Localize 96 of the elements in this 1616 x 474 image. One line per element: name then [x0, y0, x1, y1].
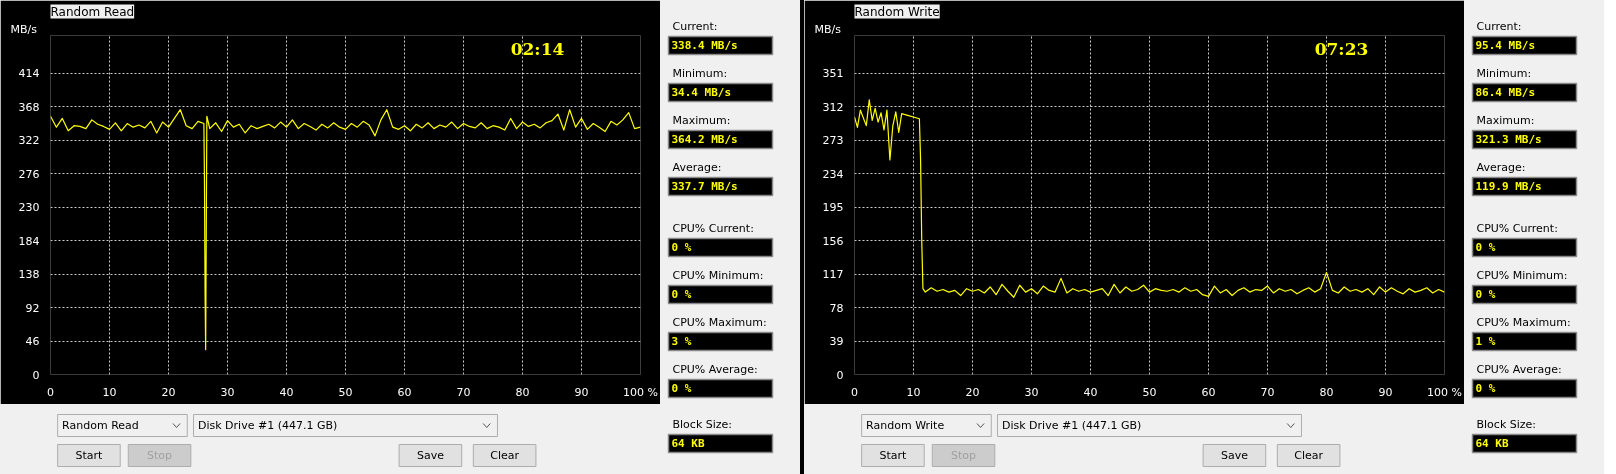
- x-tick-label: 80: [515, 385, 530, 399]
- text: 95.4 MB/s: [1475, 39, 1536, 52]
- text: Minimum:: [672, 67, 728, 80]
- y-axis-title: MB/s: [814, 22, 842, 36]
- x-tick-label: 90: [574, 385, 589, 399]
- y-tick-label: 322: [18, 134, 40, 148]
- text: 34.4 MB/s: [671, 86, 732, 99]
- text: Block Size:: [672, 418, 733, 431]
- text: Clear: [490, 449, 520, 462]
- text: CPU% Average:: [1476, 363, 1562, 376]
- text: Random Read: [62, 419, 139, 432]
- text: CPU% Maximum:: [1476, 316, 1571, 329]
- text: 0 %: [671, 382, 692, 395]
- y-tick-label: 78: [829, 301, 844, 315]
- text: Current:: [672, 20, 718, 33]
- x-tick-label: 10: [906, 385, 921, 399]
- text: 64 KB: [671, 437, 705, 450]
- text: CPU% Maximum:: [672, 316, 767, 329]
- text: 64 KB: [1475, 437, 1509, 450]
- text: Minimum:: [1476, 67, 1532, 80]
- y-tick-label: 138: [18, 268, 40, 282]
- y-tick-label: 0: [32, 368, 40, 382]
- y-tick-label: 368: [18, 100, 40, 114]
- x-tick-label: 70: [1260, 385, 1275, 399]
- text: Start: [879, 449, 908, 462]
- text: CPU% Minimum:: [1476, 269, 1568, 282]
- y-tick-label: 414: [18, 67, 40, 81]
- text: Average:: [1476, 161, 1526, 174]
- x-tick-label: 50: [338, 385, 353, 399]
- y-tick-label: 195: [822, 201, 844, 215]
- text: Disk Drive #1 (447.1 GB): [1002, 419, 1142, 432]
- text: CPU% Minimum:: [672, 269, 764, 282]
- text: Clear: [1294, 449, 1324, 462]
- text: 0 %: [671, 288, 692, 301]
- x-tick-label: 30: [1024, 385, 1039, 399]
- text: CPU% Current:: [672, 222, 754, 235]
- x-tick-label: 90: [1378, 385, 1393, 399]
- y-tick-label: 273: [822, 134, 844, 148]
- y-tick-label: 92: [25, 301, 40, 315]
- text: 337.7 MB/s: [671, 180, 738, 193]
- text: 0 %: [1475, 241, 1496, 254]
- x-tick-label: 40: [279, 385, 294, 399]
- x-tick-label: 10: [102, 385, 117, 399]
- y-tick-label: 46: [25, 335, 40, 349]
- x-tick-label: 100 %: [1427, 385, 1462, 399]
- x-tick-label: 20: [965, 385, 980, 399]
- y-tick-label: 39: [829, 335, 844, 349]
- text: 86.4 MB/s: [1475, 86, 1536, 99]
- x-tick-label: 20: [161, 385, 176, 399]
- y-tick-label: 117: [822, 268, 844, 282]
- text: CPU% Average:: [672, 363, 758, 376]
- text: Average:: [672, 161, 722, 174]
- text: Save: [1220, 449, 1249, 462]
- y-tick-label: 184: [18, 234, 40, 248]
- text: Maximum:: [672, 114, 731, 127]
- text: Maximum:: [1476, 114, 1535, 127]
- chart-title: Random Write: [854, 4, 940, 19]
- line-series: [50, 109, 641, 351]
- text: 338.4 MB/s: [671, 39, 738, 52]
- x-tick-label: 100 %: [623, 385, 658, 399]
- text: Block Size:: [1476, 418, 1537, 431]
- text: 0 %: [671, 241, 692, 254]
- x-tick-label: 0: [851, 385, 858, 399]
- x-tick-label: 40: [1083, 385, 1098, 399]
- y-tick-label: 230: [18, 201, 40, 215]
- text: 364.2 MB/s: [671, 133, 738, 146]
- x-tick-label: 60: [1201, 385, 1216, 399]
- y-tick-label: 0: [836, 368, 844, 382]
- x-tick-label: 80: [1319, 385, 1334, 399]
- y-axis-title: MB/s: [10, 22, 38, 36]
- text: 1 %: [1475, 335, 1496, 348]
- x-tick-label: 0: [47, 385, 54, 399]
- text: Start: [75, 449, 104, 462]
- text: CPU% Current:: [1476, 222, 1558, 235]
- text: 0 %: [1475, 382, 1496, 395]
- annotation: 02:14: [510, 38, 565, 59]
- x-tick-label: 60: [397, 385, 412, 399]
- text: 0 %: [1475, 288, 1496, 301]
- text: Save: [416, 449, 445, 462]
- y-tick-label: 234: [822, 167, 844, 181]
- y-tick-label: 276: [18, 167, 40, 181]
- chart-title: Random Read: [50, 4, 135, 19]
- text: Random Write: [866, 419, 945, 432]
- y-tick-label: 312: [822, 100, 844, 114]
- text: 119.9 MB/s: [1475, 180, 1542, 193]
- line-series: [854, 99, 1445, 298]
- text: Current:: [1476, 20, 1522, 33]
- text: 321.3 MB/s: [1475, 133, 1542, 146]
- x-tick-label: 30: [220, 385, 235, 399]
- text: 3 %: [671, 335, 692, 348]
- x-tick-label: 70: [456, 385, 471, 399]
- text: Disk Drive #1 (447.1 GB): [198, 419, 338, 432]
- y-tick-label: 351: [822, 67, 844, 81]
- y-tick-label: 156: [822, 234, 844, 248]
- annotation: 07:23: [1314, 38, 1369, 59]
- x-tick-label: 50: [1142, 385, 1157, 399]
